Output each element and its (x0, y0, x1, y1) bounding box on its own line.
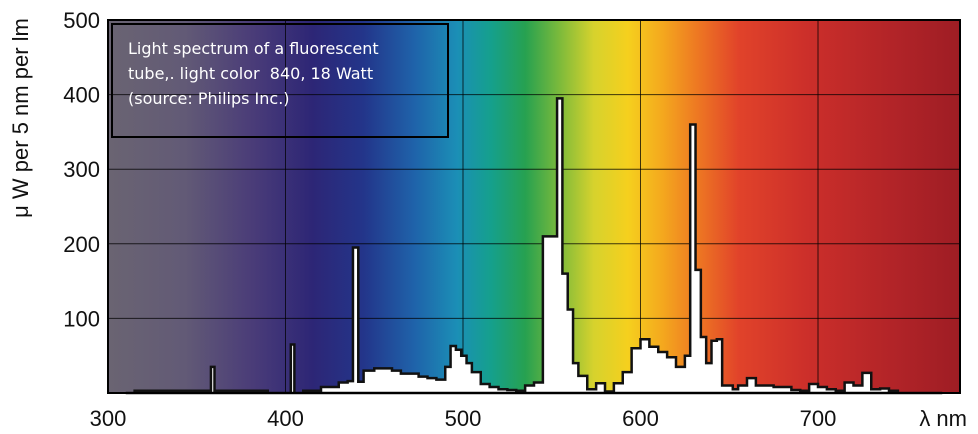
y-tick-label: 200 (63, 232, 100, 257)
annotation-line-2: tube,. light color 840, 18 Watt (128, 64, 373, 83)
x-tick-label: 600 (622, 406, 659, 431)
x-tick-label: 400 (267, 406, 304, 431)
annotation-box: Light spectrum of a fluorescent tube,. l… (111, 23, 449, 138)
plot-frame (107, 19, 961, 394)
annotation-frame (111, 23, 449, 138)
x-tick-label: 300 (90, 406, 127, 431)
x-axis-ticks: 300 400 500 600 700 (90, 406, 837, 431)
annotation-line-1: Light spectrum of a fluorescent (128, 39, 379, 58)
x-axis-label: λ nm (919, 406, 967, 431)
y-tick-label: 100 (63, 306, 100, 331)
y-tick-label: 500 (63, 8, 100, 33)
x-tick-label: 500 (445, 406, 482, 431)
y-tick-label: 400 (63, 83, 100, 108)
annotation-line-3: (source: Philips Inc.) (128, 89, 290, 108)
y-tick-label: 300 (63, 157, 100, 182)
spectrum-area (125, 97, 943, 395)
x-tick-label: 700 (800, 406, 837, 431)
y-axis-label: μ W per 5 nm per lm (8, 18, 33, 218)
y-axis-ticks: 100 200 300 400 500 (63, 8, 100, 331)
